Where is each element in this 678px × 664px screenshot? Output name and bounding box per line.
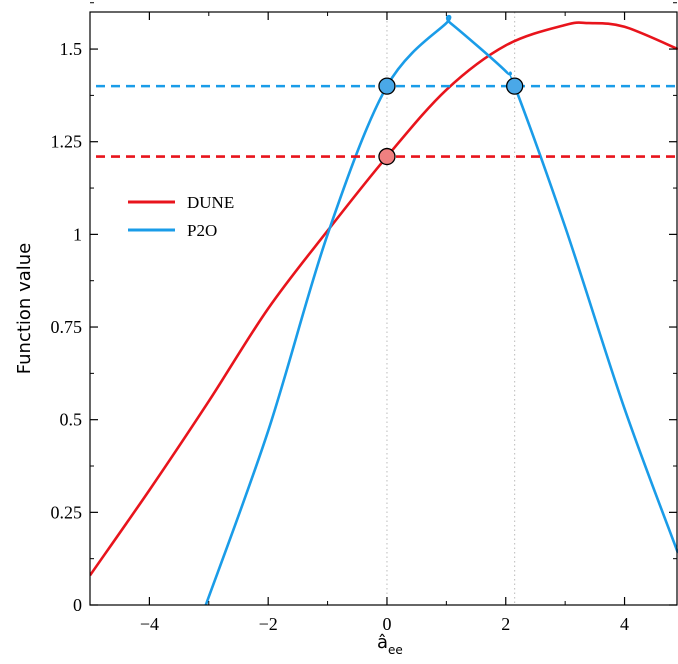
y-tick-label: 0.25 <box>51 502 83 522</box>
curves-layer <box>90 14 678 605</box>
y-tick-label: 1.25 <box>51 132 83 152</box>
x-axis-title-main: â <box>377 632 388 653</box>
reference-lines-layer <box>96 84 676 158</box>
marker-point-1 <box>506 77 524 95</box>
x-axis-title-subscript: ee <box>388 643 403 657</box>
plot-frame <box>89 11 678 606</box>
markers-layer <box>378 77 524 166</box>
y-tick-label: 0 <box>73 595 82 615</box>
x-tick-label: 0 <box>382 614 391 634</box>
series-line-p2o <box>204 14 678 605</box>
vertical-guide-lines <box>386 12 516 605</box>
x-tick-label: −2 <box>259 614 278 634</box>
x-tick-label: −4 <box>140 614 159 634</box>
x-axis-title: âee <box>377 632 403 657</box>
marker-point-0 <box>378 77 396 95</box>
legend: DUNE P2O <box>128 193 234 240</box>
x-tick-label: 2 <box>501 614 510 634</box>
y-tick-label: 1.5 <box>60 39 83 59</box>
y-tick-label: 0.75 <box>51 317 83 337</box>
y-axis-title: Function value <box>14 243 35 374</box>
legend-label-p2o: P2O <box>187 221 217 240</box>
x-tick-label: 4 <box>620 614 629 634</box>
marker-point-2 <box>378 147 396 166</box>
y-tick-label: 1 <box>73 224 82 244</box>
axis-ticks: −4 −2 0 2 4 0 0.25 0.5 0.75 1 1.25 1.5 <box>51 2 677 634</box>
legend-label-dune: DUNE <box>187 193 234 212</box>
y-tick-label: 0.5 <box>60 410 83 430</box>
